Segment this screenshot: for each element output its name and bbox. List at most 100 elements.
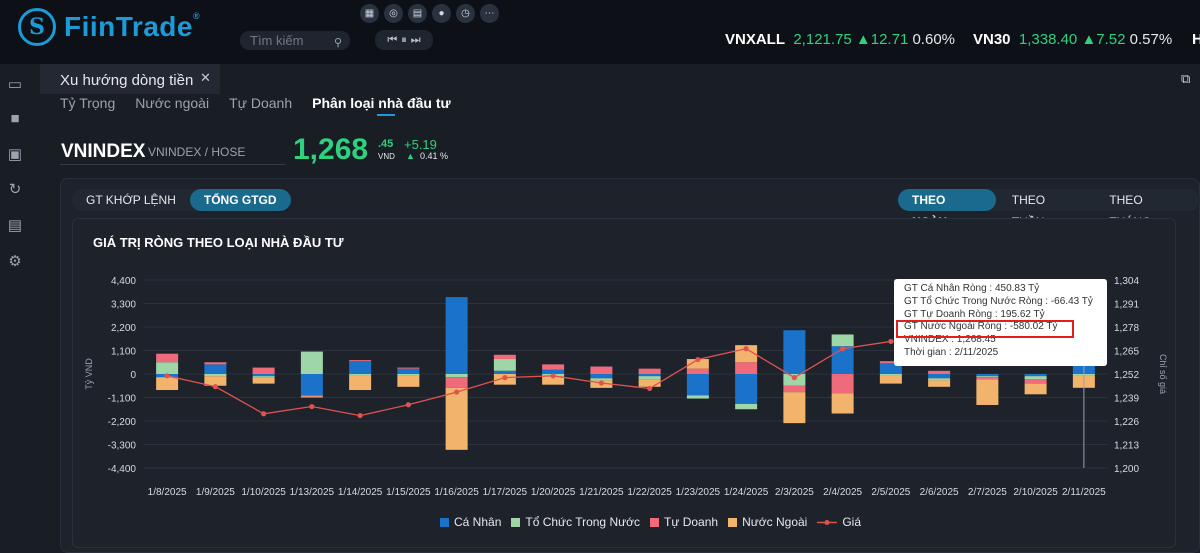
ticker-change: ▲7.52 bbox=[1081, 31, 1126, 48]
y-tick-label: 4,400 bbox=[111, 276, 136, 287]
legend-item[interactable]: Nước Ngoài bbox=[728, 515, 807, 529]
gear-icon[interactable]: ⚙ bbox=[8, 253, 22, 270]
ticker-player: ⏮ ⏸ ⏭ bbox=[375, 30, 433, 50]
y2-tick-label: 1,291 bbox=[1114, 300, 1139, 311]
pause-icon[interactable]: ⏸ bbox=[401, 33, 407, 46]
bar-cá-nhân bbox=[686, 374, 709, 396]
bar-cá-nhân bbox=[1024, 374, 1047, 377]
bar-tự-doanh bbox=[686, 368, 709, 374]
ticker-pct: 0.57% bbox=[1129, 31, 1173, 48]
refresh-icon[interactable]: ↻ bbox=[8, 181, 22, 198]
chart-title: GIÁ TRỊ RÒNG THEO LOẠI NHÀ ĐẦU TƯ bbox=[93, 235, 344, 250]
index-name[interactable]: VNINDEX bbox=[61, 141, 146, 162]
legend-item[interactable]: Giá bbox=[817, 515, 861, 529]
logo-reg: ® bbox=[192, 11, 201, 21]
clock-icon[interactable]: ◷ bbox=[456, 4, 475, 23]
legend-swatch bbox=[440, 517, 449, 527]
x-tick-label: 1/23/2025 bbox=[676, 487, 721, 498]
gt-khop-lenh-button[interactable]: GT KHỚP LỆNH bbox=[86, 193, 176, 207]
bar-nước-ngoài bbox=[252, 377, 275, 384]
bar-nước-ngoài bbox=[976, 379, 999, 405]
price-point bbox=[598, 380, 604, 386]
logo-mark: S bbox=[18, 8, 56, 46]
tong-gtgd-button[interactable]: TỔNG GTGD bbox=[189, 189, 291, 211]
index-price: 1,268 bbox=[293, 133, 369, 166]
next-icon[interactable]: ⏭ bbox=[410, 33, 421, 46]
tab-nuoc-ngoai[interactable]: Nước ngoài bbox=[135, 95, 210, 111]
ticker-vn30[interactable]: VN30 1,338.40 ▲7.52 0.57% bbox=[973, 31, 1172, 48]
grid-icon[interactable]: ▦ bbox=[360, 4, 379, 23]
bar-tự-doanh bbox=[879, 361, 902, 364]
y2-tick-label: 1,252 bbox=[1114, 370, 1139, 381]
expand-icon[interactable]: ⧉ bbox=[1181, 71, 1191, 86]
print-icon[interactable]: ▤ bbox=[7, 217, 23, 234]
x-tick-label: 2/6/2025 bbox=[920, 487, 959, 498]
ticker-value: 2,121.75 bbox=[793, 31, 852, 48]
price-point bbox=[405, 402, 411, 408]
tab-tu-doanh[interactable]: Tự Doanh bbox=[229, 95, 293, 111]
index-pct: ▲ 0.41 % bbox=[406, 151, 448, 161]
ticker-vnxall[interactable]: VNXALL 2,121.75 ▲12.71 0.60% bbox=[725, 31, 955, 48]
bar-cá-nhân bbox=[783, 330, 806, 374]
bar-tổ-chức-trong-nước bbox=[976, 376, 999, 378]
search-chart-icon[interactable]: ◎ bbox=[384, 4, 403, 23]
bar-tổ-chức-trong-nước bbox=[879, 374, 902, 376]
legend-item[interactable]: Tự Doanh bbox=[650, 515, 718, 529]
x-tick-label: 1/8/2025 bbox=[148, 487, 187, 498]
price-point bbox=[840, 346, 846, 352]
price-point bbox=[454, 389, 460, 395]
logo[interactable]: S FiinTrade® bbox=[18, 8, 200, 46]
search-input[interactable]: Tìm kiếm ⚲ bbox=[240, 31, 350, 50]
left-nav: ▭ ■ ▣ ↻ ▤ ⚙ bbox=[0, 64, 30, 553]
legend-label: Giá bbox=[842, 515, 862, 529]
value-type-toggle: GT KHỚP LỆNH TỔNG GTGD bbox=[72, 189, 291, 211]
legend-item[interactable]: Tổ Chức Trong Nước bbox=[511, 515, 640, 529]
bar-cá-nhân bbox=[735, 374, 758, 404]
bar-tự-doanh bbox=[928, 370, 951, 374]
bar-tự-doanh bbox=[493, 354, 516, 360]
x-tick-label: 1/9/2025 bbox=[196, 487, 235, 498]
panel-tab[interactable] bbox=[40, 64, 220, 94]
calendar-icon[interactable]: ▤ bbox=[408, 4, 427, 23]
bar-tự-doanh bbox=[735, 362, 758, 374]
bar-cá-nhân bbox=[976, 374, 999, 377]
ticker-name: H bbox=[1192, 31, 1200, 48]
legend-swatch bbox=[728, 517, 738, 527]
tab-ty-trong[interactable]: Tỷ Trọng bbox=[60, 95, 116, 111]
top-bar: S FiinTrade® ▦ ◎ ▤ ● ◷ ⋯ Tìm kiếm ⚲ ⏮ ⏸ … bbox=[0, 0, 1200, 64]
tooltip-line: VNINDEX : 1,268.45 bbox=[904, 334, 996, 346]
search-icon[interactable]: ⚲ bbox=[333, 37, 342, 49]
prev-icon[interactable]: ⏮ bbox=[387, 33, 398, 46]
bar-tổ-chức-trong-nước bbox=[397, 374, 420, 376]
bar-nước-ngoài bbox=[831, 393, 854, 414]
bar-tự-doanh bbox=[300, 395, 323, 397]
bar-cá-nhân bbox=[445, 297, 468, 374]
bar-cá-nhân bbox=[542, 369, 565, 374]
bar-tổ-chức-trong-nước bbox=[349, 374, 372, 376]
price-point bbox=[164, 373, 170, 379]
tab-phan-loai[interactable]: Phân loại nhà đầu tư bbox=[312, 95, 451, 116]
y-tick-label: 3,300 bbox=[111, 300, 136, 311]
camera-icon[interactable]: ■ bbox=[10, 110, 20, 127]
x-tick-label: 1/13/2025 bbox=[290, 487, 335, 498]
bar-tự-doanh bbox=[831, 374, 854, 394]
bar-cá-nhân bbox=[879, 363, 902, 374]
y-tick-label: -1,100 bbox=[108, 394, 137, 405]
bar-nước-ngoài bbox=[542, 376, 565, 385]
logo-text: FiinTrade® bbox=[64, 11, 200, 43]
save-icon[interactable]: ▣ bbox=[7, 146, 23, 163]
bar-tổ-chức-trong-nước bbox=[686, 395, 709, 399]
close-icon[interactable]: ✕ bbox=[200, 70, 211, 85]
bar-nước-ngoài bbox=[638, 379, 661, 387]
legend-item[interactable]: Cá Nhân bbox=[440, 515, 501, 529]
x-tick-label: 1/15/2025 bbox=[386, 487, 431, 498]
legend-label: Nước Ngoài bbox=[742, 515, 808, 529]
ticker-cut[interactable]: H bbox=[1192, 31, 1200, 48]
y-tick-label: -3,300 bbox=[108, 441, 137, 452]
window-icon[interactable]: ▭ bbox=[7, 76, 23, 93]
logo-text-label: FiinTrade bbox=[64, 11, 193, 42]
dot-icon[interactable]: ● bbox=[432, 4, 451, 23]
price-point bbox=[502, 375, 508, 381]
more-icon[interactable]: ⋯ bbox=[480, 4, 499, 23]
tooltip-line: GT Nước Ngoài Ròng : -580.02 Tỷ bbox=[904, 321, 1058, 333]
